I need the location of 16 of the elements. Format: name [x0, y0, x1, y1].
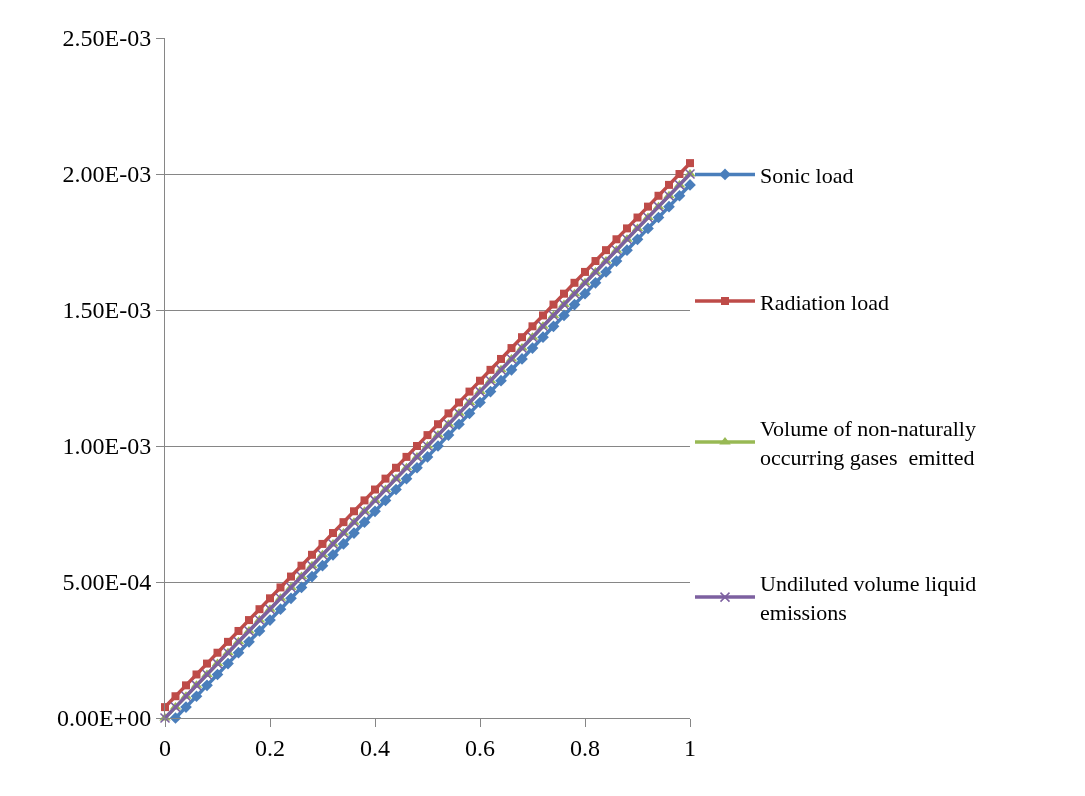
x-tick-label: 0.4	[360, 734, 390, 761]
legend-label: Volume of non-naturally occurring gases emitted	[760, 416, 976, 470]
y-tick-label: 0.00E+00	[57, 705, 152, 732]
y-tick-label: 2.50E-03	[62, 25, 152, 52]
legend-label: Sonic load	[760, 162, 854, 188]
y-tick-label: 1.50E-03	[62, 297, 152, 324]
x-tick-label: 0.8	[570, 734, 600, 761]
x-tick-label: 0.6	[465, 734, 495, 761]
legend-label: Radiation load	[760, 289, 889, 315]
x-tick-label: 0.2	[255, 734, 285, 761]
y-tick-label: 2.00E-03	[62, 161, 152, 188]
x-tick-label: 1	[684, 734, 696, 761]
x-tick-label: 0	[159, 734, 171, 761]
y-tick-label: 5.00E-04	[62, 569, 152, 596]
y-tick-label: 1.00E-03	[62, 433, 152, 460]
legend-label: Undiluted volume liquid emissions	[760, 571, 977, 625]
